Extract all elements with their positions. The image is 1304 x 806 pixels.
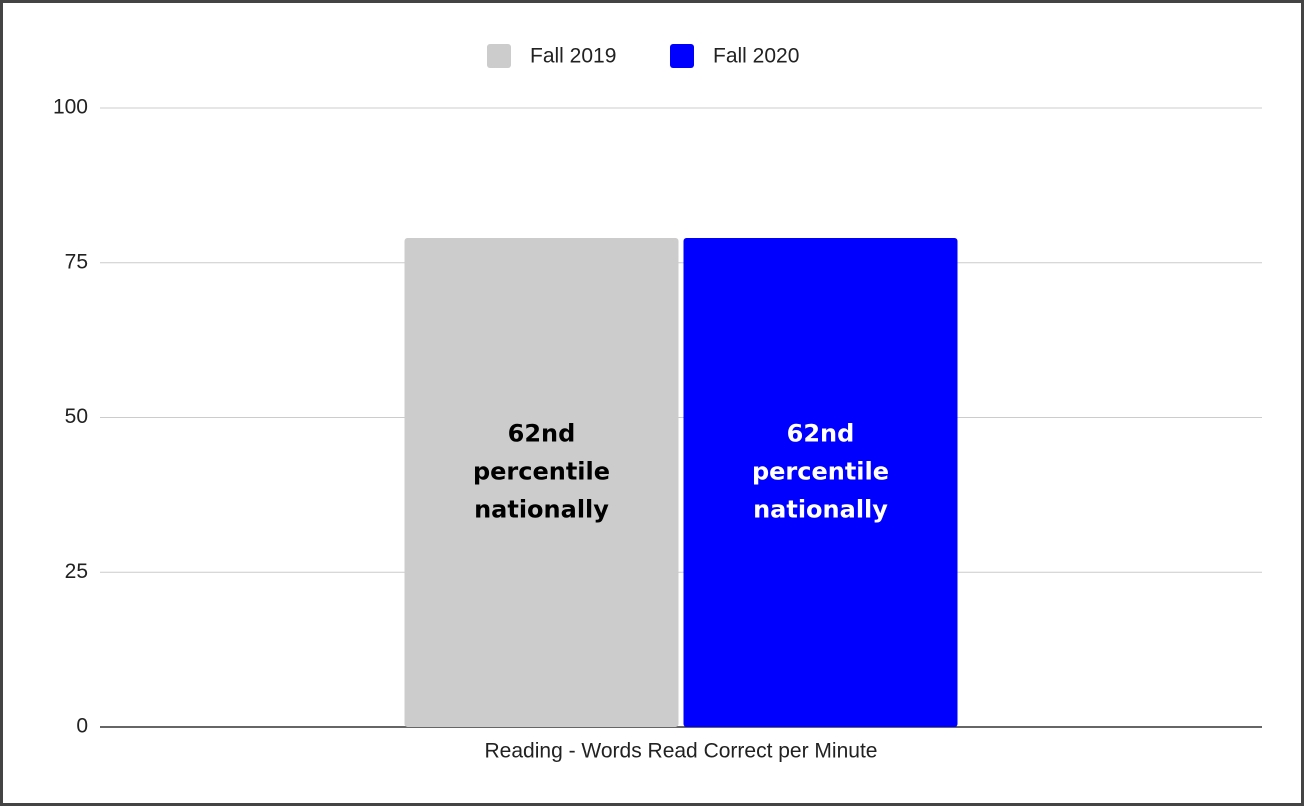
y-tick-label: 25 (65, 560, 88, 583)
bar-annotation: percentile (473, 457, 610, 485)
bar-annotation: 62nd (508, 419, 576, 447)
bar-annotation: percentile (752, 457, 889, 485)
bar (404, 237, 679, 728)
legend-swatch (487, 44, 511, 68)
y-tick-label: 75 (65, 250, 88, 273)
y-tick-label: 100 (53, 96, 88, 119)
bar-annotation: nationally (753, 495, 888, 523)
y-tick-label: 0 (76, 715, 88, 738)
legend-label: Fall 2019 (530, 45, 616, 68)
bar-annotation: nationally (474, 495, 609, 523)
x-axis-label: Reading - Words Read Correct per Minute (485, 740, 878, 763)
legend-label: Fall 2020 (713, 45, 799, 68)
bar (683, 237, 958, 728)
y-tick-label: 50 (65, 405, 88, 428)
bar-annotation: 62nd (787, 419, 855, 447)
legend-swatch (670, 44, 694, 68)
